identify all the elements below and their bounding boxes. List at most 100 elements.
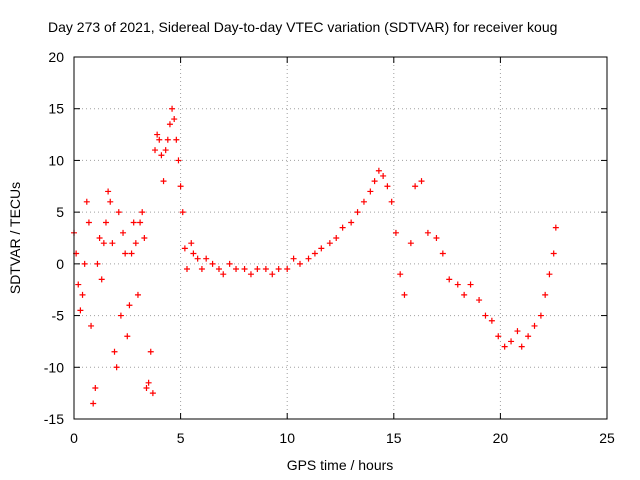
data-point	[100, 240, 107, 247]
data-point	[326, 240, 333, 247]
y-tick-label: 0	[56, 256, 64, 272]
data-point	[476, 297, 483, 304]
data-point	[83, 198, 90, 205]
plot-frame	[73, 56, 608, 420]
data-point	[296, 260, 303, 267]
data-point	[111, 348, 118, 355]
x-axis-label: GPS time / hours	[287, 457, 394, 473]
data-point	[418, 178, 425, 185]
data-point	[120, 229, 127, 236]
data-point	[412, 183, 419, 190]
data-point	[333, 235, 340, 241]
data-point	[154, 131, 161, 138]
data-point	[115, 209, 122, 216]
x-tick-label: 25	[599, 430, 615, 446]
data-point	[81, 260, 88, 267]
data-point	[367, 188, 374, 195]
y-tick-label: 5	[56, 204, 64, 220]
data-point	[145, 379, 152, 386]
y-tick-label: 10	[48, 152, 64, 168]
data-point	[348, 219, 355, 226]
data-point	[177, 183, 184, 190]
data-point	[461, 291, 468, 298]
data-point	[439, 250, 446, 257]
data-point	[94, 260, 101, 267]
data-point	[254, 266, 261, 273]
y-tick-label: -5	[52, 308, 65, 324]
y-axis-label: SDTVAR / TECUs	[7, 182, 23, 294]
data-point	[132, 240, 139, 247]
data-point	[550, 250, 557, 257]
grid	[74, 57, 607, 419]
data-point	[183, 266, 190, 273]
data-point	[92, 384, 99, 391]
data-point	[162, 147, 169, 154]
data-point	[501, 343, 508, 350]
data-point	[203, 255, 210, 262]
data-point	[247, 271, 254, 278]
data-point	[284, 266, 291, 273]
data-point	[482, 312, 489, 319]
data-point	[166, 121, 173, 128]
data-point	[96, 235, 103, 241]
data-point	[241, 266, 248, 273]
data-point	[134, 291, 141, 298]
data-point	[98, 276, 105, 283]
data-point	[75, 281, 82, 288]
data-point	[160, 178, 167, 185]
data-point	[262, 266, 269, 273]
data-point	[105, 188, 112, 195]
data-point	[226, 260, 233, 267]
data-point	[122, 250, 129, 257]
data-point	[552, 224, 559, 231]
data-point	[109, 240, 116, 247]
data-point	[77, 307, 84, 314]
data-point	[518, 343, 525, 350]
data-point	[164, 136, 171, 143]
data-point	[156, 136, 163, 143]
data-point	[79, 291, 86, 298]
data-point	[384, 183, 391, 190]
data-point	[147, 348, 154, 355]
x-tick-labels: 0 5 10 15 20 25	[70, 430, 615, 446]
y-tick-label: 15	[48, 101, 64, 117]
data-point	[424, 229, 431, 236]
data-point	[318, 245, 325, 252]
data-point	[137, 219, 144, 226]
data-points	[71, 105, 559, 407]
data-point	[90, 400, 97, 407]
data-point	[188, 240, 195, 247]
data-point	[220, 271, 227, 278]
data-point	[290, 255, 297, 262]
data-point	[175, 157, 182, 164]
axis-ticks	[73, 56, 608, 420]
data-point	[525, 333, 532, 340]
data-point	[531, 322, 538, 329]
data-point	[454, 281, 461, 288]
data-point	[401, 291, 408, 298]
data-point	[388, 198, 395, 205]
data-point	[190, 250, 197, 257]
data-point	[397, 271, 404, 278]
data-point	[107, 198, 114, 205]
data-point	[194, 255, 201, 262]
data-point	[158, 152, 165, 159]
data-point	[514, 328, 521, 335]
data-point	[433, 235, 440, 241]
data-point	[215, 266, 222, 273]
data-point	[233, 266, 240, 273]
data-point	[139, 209, 146, 216]
y-tick-labels: -15 -10 -5 0 5 10 15 20	[44, 49, 64, 427]
data-point	[305, 255, 312, 262]
data-point	[488, 317, 495, 324]
data-point	[269, 271, 276, 278]
x-tick-label: 5	[177, 430, 185, 446]
data-point	[130, 219, 137, 226]
data-point	[467, 281, 474, 288]
data-point	[85, 219, 92, 226]
data-point	[542, 291, 549, 298]
x-tick-label: 0	[70, 430, 78, 446]
data-point	[360, 198, 367, 205]
data-point	[198, 266, 205, 273]
